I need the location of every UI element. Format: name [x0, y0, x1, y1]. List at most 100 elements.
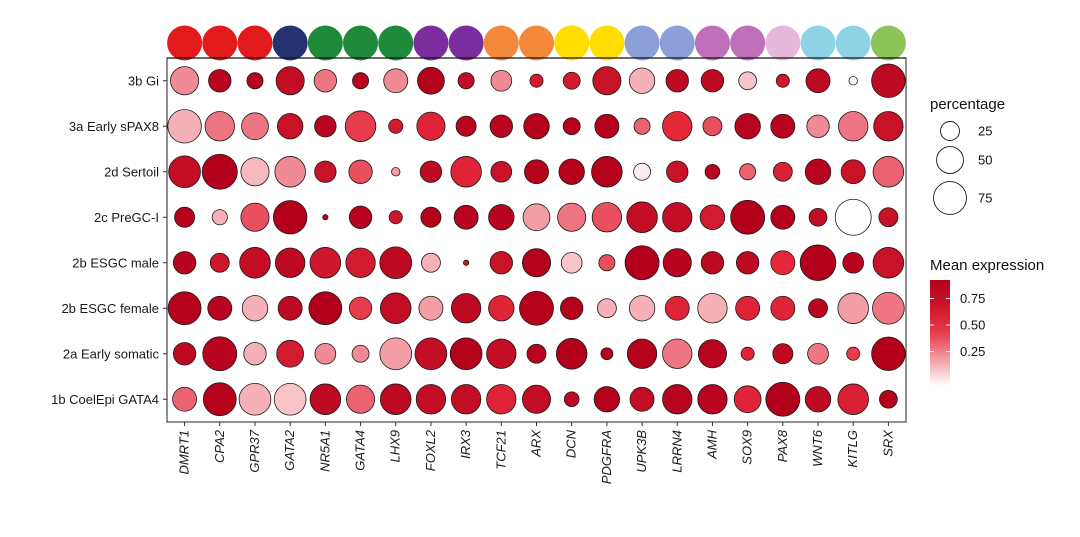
dot-arx-7 [526, 343, 547, 364]
dot-upk3b-5 [624, 245, 660, 281]
dot-irx3-6 [450, 293, 482, 324]
dot-gpr37-6 [241, 295, 269, 322]
dot-srx-4 [878, 207, 899, 228]
dot-arx-6 [519, 290, 554, 326]
dot-cpa2-3 [201, 153, 238, 190]
dot-pax8-4 [770, 204, 796, 230]
gene-group-marker-pdgfra [589, 25, 625, 61]
dot-tcf21-7 [486, 338, 517, 369]
dot-pdgfra-7 [600, 347, 614, 361]
gene-group-marker-gata4 [343, 25, 379, 61]
dot-irx3-3 [450, 156, 482, 188]
dot-arx-3 [524, 159, 549, 185]
gene-group-marker-sox9 [730, 25, 766, 61]
gene-group-marker-pax8 [765, 25, 801, 61]
size-legend-label: 25 [978, 124, 992, 139]
dot-lhx9-3 [391, 167, 401, 177]
dot-gpr37-3 [240, 157, 270, 187]
gene-group-marker-foxl2 [413, 25, 449, 61]
size-legend-circle [933, 181, 967, 215]
dot-gata4-1 [352, 72, 370, 90]
dot-lrrn4-3 [666, 160, 689, 183]
gene-group-marker-wnt6 [800, 25, 836, 61]
dot-dmrt1-5 [172, 251, 197, 275]
dot-wnt6-3 [804, 158, 832, 185]
dot-lrrn4-1 [665, 69, 689, 93]
dot-pax8-7 [772, 343, 794, 365]
dot-dcn-3 [558, 158, 585, 185]
dot-dcn-1 [562, 71, 581, 90]
dot-lrrn4-8 [662, 384, 693, 415]
dot-gpr37-8 [238, 382, 272, 416]
dot-pdgfra-1 [592, 66, 622, 96]
dot-pax8-2 [770, 113, 796, 139]
x-tick-label: ARX [529, 429, 544, 458]
dot-foxl2-7 [414, 337, 448, 371]
x-tick-label: PDGFRA [599, 430, 614, 484]
y-tick-label: 2b ESGC male [72, 255, 159, 270]
dot-irx3-2 [455, 115, 477, 137]
dot-dmrt1-2 [167, 109, 202, 144]
dot-sox9-8 [733, 385, 762, 414]
y-tick-label: 3b Gi [128, 73, 159, 88]
dot-tcf21-1 [490, 69, 513, 92]
dot-nr5a1-6 [308, 291, 343, 326]
x-tick-label: UPK3B [634, 430, 649, 473]
gene-color-bar [167, 25, 906, 61]
dot-amh-8 [697, 384, 728, 415]
dot-sox9-7 [740, 346, 755, 361]
dot-amh-6 [697, 293, 728, 324]
dot-gata2-3 [274, 156, 306, 188]
dot-foxl2-4 [420, 206, 442, 228]
dot-gata4-8 [346, 384, 376, 414]
dot-dmrt1-1 [170, 66, 200, 96]
color-legend-label: 0.75 [960, 291, 985, 306]
gene-group-marker-arx [519, 25, 554, 61]
dot-nr5a1-5 [309, 247, 342, 279]
dot-dmrt1-7 [172, 342, 197, 366]
gene-group-marker-upk3b [624, 25, 660, 61]
dot-cpa2-6 [207, 295, 233, 321]
dot-kitlg-1 [848, 76, 858, 86]
dots [167, 63, 906, 417]
dot-gata2-7 [276, 339, 305, 368]
dot-lhx9-2 [388, 118, 404, 134]
plot-panel [166, 57, 907, 423]
dot-upk3b-8 [629, 386, 655, 412]
color-legend-label: 0.50 [960, 318, 985, 333]
gene-group-marker-lhx9 [378, 25, 414, 61]
dot-irx3-4 [453, 204, 479, 230]
size-legend-label: 75 [978, 191, 992, 206]
dot-amh-2 [702, 116, 723, 137]
dot-foxl2-5 [421, 252, 441, 273]
size-legend-circle [940, 121, 960, 141]
dot-nr5a1-2 [314, 115, 337, 138]
dot-pdgfra-4 [591, 202, 623, 233]
dot-cpa2-1 [208, 69, 232, 93]
dot-lrrn4-5 [662, 248, 692, 278]
dot-sox9-2 [734, 113, 761, 140]
dot-amh-3 [704, 163, 721, 180]
dot-pdgfra-8 [593, 386, 621, 413]
dot-nr5a1-3 [314, 160, 337, 183]
dot-nr5a1-1 [313, 69, 337, 93]
x-tick-label: PAX8 [775, 429, 790, 462]
x-tick-label: CPA2 [212, 429, 227, 463]
dot-gata4-3 [348, 159, 373, 184]
dot-dcn-6 [560, 296, 584, 320]
x-tick-label: DCN [564, 429, 579, 458]
dot-srx-5 [872, 247, 905, 279]
y-tick-label: 1b CoelEpi GATA4 [51, 392, 159, 407]
dot-srx-6 [872, 291, 905, 325]
x-tick-label: IRX3 [458, 429, 473, 459]
dot-tcf21-5 [489, 251, 513, 275]
dot-lhx9-8 [380, 383, 412, 415]
dot-gata4-5 [345, 247, 376, 278]
dot-pax8-1 [775, 73, 790, 88]
dot-upk3b-4 [626, 201, 658, 233]
gene-group-marker-gpr37 [237, 25, 273, 61]
dot-upk3b-7 [626, 338, 658, 369]
dot-lhx9-5 [379, 246, 413, 280]
dot-kitlg-2 [838, 111, 869, 142]
dot-kitlg-8 [837, 383, 869, 415]
